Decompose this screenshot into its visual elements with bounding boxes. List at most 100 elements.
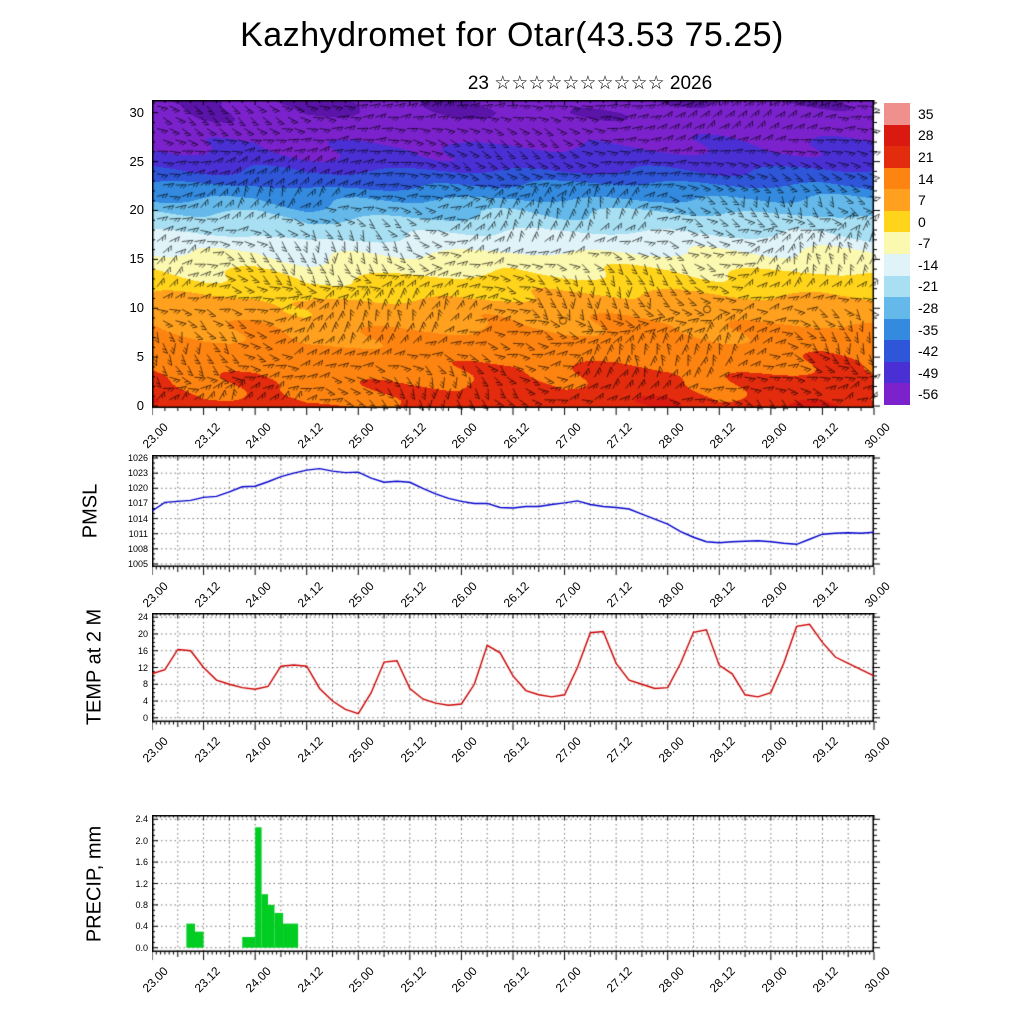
x-tick-label: 28.12 — [707, 964, 739, 996]
c-temp-y-tick-label: 0 — [142, 712, 148, 723]
x-tick-label: 28.12 — [707, 734, 739, 766]
x-tick-label: 27.00 — [552, 964, 584, 996]
x-tick-label: 26.00 — [449, 734, 481, 766]
temp-chart — [152, 613, 882, 732]
x-tick-label: 25.00 — [346, 734, 378, 766]
x-tick-label: 25.12 — [397, 964, 429, 996]
date-subtitle: 23 ☆☆☆☆☆☆☆☆☆☆ 2026 — [467, 73, 713, 94]
x-tick-label: 27.12 — [603, 964, 636, 996]
xsec-y-tick-label: 10 — [129, 300, 144, 316]
x-tick-label: 26.12 — [500, 964, 532, 996]
x-tick-label: 24.12 — [294, 420, 326, 452]
colorbar-tick-label: -28 — [918, 299, 939, 316]
x-tick-label: 25.00 — [346, 420, 378, 452]
x-tick-label: 27.12 — [603, 734, 636, 766]
c-temp-y-tick-label: 4 — [142, 696, 148, 707]
colorbar-band — [884, 318, 910, 341]
x-tick-label: 28.00 — [655, 579, 687, 611]
x-tick-label: 23.00 — [139, 420, 171, 452]
x-tick-label: 23.12 — [191, 420, 223, 452]
x-tick-label: 23.00 — [139, 579, 171, 611]
c-pmsl-y-tick-label: 1008 — [127, 543, 148, 554]
x-tick-label: 26.12 — [500, 420, 532, 452]
c-pmsl-y-tick-label: 1026 — [127, 453, 148, 464]
xsec-y-tick-label: 15 — [129, 251, 144, 267]
cross-section-chart — [152, 100, 882, 418]
x-tick-label: 30.00 — [861, 964, 893, 996]
x-tick-label: 26.00 — [449, 964, 481, 996]
colorbar-tick-label: -42 — [918, 343, 939, 360]
x-tick-label: 29.12 — [810, 579, 842, 611]
pmsl-axis-label: PMSL — [79, 483, 102, 539]
x-tick-label: 24.00 — [242, 579, 275, 611]
c-temp-y-tick-label: 8 — [142, 679, 148, 690]
x-tick-label: 29.12 — [810, 420, 842, 452]
x-tick-label: 27.00 — [552, 579, 584, 611]
x-tick-label: 25.12 — [397, 579, 429, 611]
colorbar-band — [884, 297, 910, 319]
x-tick-label: 25.00 — [346, 964, 378, 996]
colorbar-tick-label: 21 — [918, 148, 934, 165]
x-tick-label: 26.12 — [500, 579, 532, 611]
c-precip-y-tick-label: 2.4 — [135, 814, 148, 825]
precip-chart — [152, 815, 882, 962]
c-pmsl-y-tick-label: 1020 — [127, 483, 148, 494]
colorbar-band — [884, 210, 910, 233]
x-tick-label: 28.00 — [655, 420, 687, 452]
x-tick-label: 30.00 — [861, 420, 893, 452]
x-tick-label: 24.00 — [242, 420, 275, 452]
colorbar-band — [884, 232, 910, 254]
c-temp-y-tick-label: 12 — [137, 662, 148, 673]
c-pmsl-y-tick-label: 1017 — [127, 498, 148, 509]
x-tick-label: 27.12 — [603, 579, 636, 611]
colorbar-tick-label: -14 — [918, 256, 939, 273]
c-temp-y-tick-label: 20 — [137, 628, 148, 639]
colorbar-tick-label: -35 — [918, 321, 939, 338]
colorbar-band — [884, 340, 910, 362]
colorbar-band — [884, 189, 910, 211]
colorbar-band — [884, 124, 910, 147]
colorbar-tick-label: 0 — [918, 213, 926, 230]
c-precip-y-tick-label: 1.2 — [135, 878, 148, 889]
xsec-y-tick-label: 30 — [129, 104, 144, 120]
x-tick-label: 30.00 — [861, 734, 893, 766]
x-tick-label: 24.00 — [242, 734, 275, 766]
x-tick-label: 28.00 — [655, 964, 687, 996]
colorbar-band — [884, 383, 910, 405]
colorbar-tick-label: 35 — [918, 105, 934, 122]
x-tick-label: 27.00 — [552, 734, 584, 766]
x-tick-label: 23.00 — [139, 964, 171, 996]
x-tick-label: 24.12 — [294, 579, 326, 611]
x-tick-label: 24.12 — [294, 964, 326, 996]
c-precip-y-tick-label: 0.0 — [135, 942, 148, 953]
xsec-y-tick-label: 5 — [136, 349, 144, 365]
xsec-y-tick-label: 25 — [129, 153, 144, 169]
xsec-y-tick-label: 0 — [136, 398, 144, 414]
c-pmsl-y-tick-label: 1005 — [127, 558, 148, 569]
x-tick-label: 27.00 — [552, 420, 584, 452]
x-tick-label: 23.00 — [139, 734, 171, 766]
x-tick-label: 27.12 — [603, 420, 636, 452]
x-tick-label: 26.12 — [500, 734, 532, 766]
colorbar-band — [884, 253, 910, 276]
xsec-y-tick-label: 20 — [129, 202, 144, 218]
colorbar-band — [884, 103, 910, 125]
colorbar-band — [884, 361, 910, 384]
page-title: Kazhydromet for Otar(43.53 75.25) — [240, 16, 784, 54]
x-tick-label: 24.00 — [242, 964, 275, 996]
colorbar-tick-label: -7 — [918, 235, 931, 252]
colorbar-tick-label: -21 — [918, 278, 939, 295]
x-tick-label: 24.12 — [294, 734, 326, 766]
x-tick-label: 23.12 — [191, 579, 223, 611]
x-tick-label: 25.12 — [397, 734, 429, 766]
c-temp-y-tick-label: 16 — [137, 645, 148, 656]
colorbar-band — [884, 275, 910, 298]
x-tick-label: 28.00 — [655, 734, 687, 766]
colorbar-tick-label: -56 — [918, 386, 939, 403]
x-tick-label: 25.12 — [397, 420, 429, 452]
temperature-colorbar — [884, 103, 910, 405]
c-pmsl-y-tick-label: 1023 — [127, 468, 148, 479]
x-tick-label: 26.00 — [449, 420, 481, 452]
x-tick-label: 29.00 — [758, 964, 790, 996]
